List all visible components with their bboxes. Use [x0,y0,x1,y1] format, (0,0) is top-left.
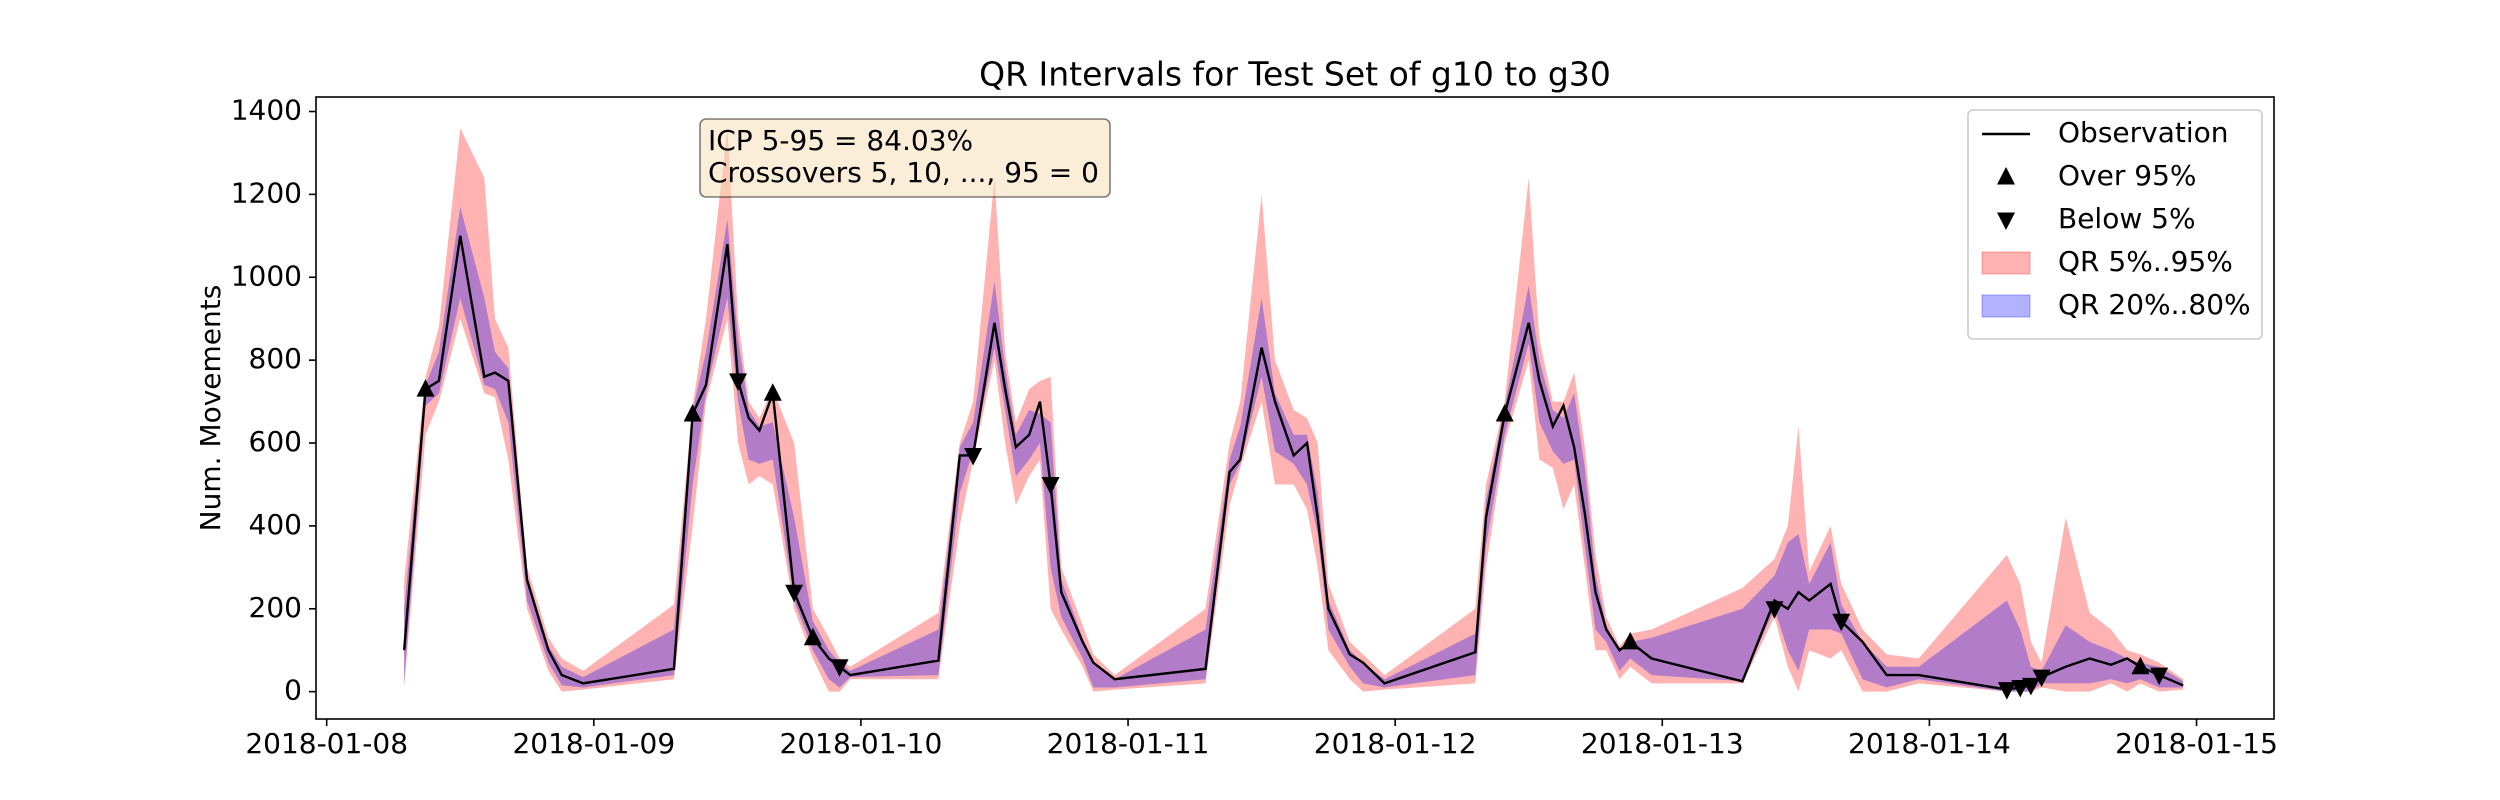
y-axis-label: Num. Movements [194,285,227,532]
marker-point [2131,656,2150,675]
y-tick-label: 200 [249,591,302,624]
marker-point [1832,613,1851,632]
marker-point [1495,404,1514,422]
legend-label: QR 20%..80% [2058,288,2251,321]
legend-swatch [1981,251,2031,275]
legend-marker [1997,167,2015,185]
marker-point [416,379,435,397]
marker-point [729,373,748,391]
marker-point [2011,680,2030,698]
marker-point [2032,669,2051,688]
legend-label: QR 5%..95% [2058,245,2233,278]
legend-marker [1997,212,2015,230]
marker-point [1621,631,1640,650]
annotation-text: Crossovers 5, 10, ..., 95 = 0 [708,156,1099,189]
axes-frame [315,96,2275,720]
y-tick-label: 0 [284,674,302,707]
x-tick-label: 2018-01-10 [780,727,943,760]
x-tick-label: 2018-01-12 [1314,727,1477,760]
legend-swatch [1981,294,2031,318]
marker-point [2021,677,2040,696]
x-tick-label: 2018-01-13 [1581,727,1744,760]
y-tick-label: 600 [249,425,302,458]
y-tick-label: 1400 [231,94,302,127]
y-tick-label: 1000 [231,259,302,292]
band-area [404,206,2184,692]
y-tick-label: 1200 [231,176,302,209]
x-tick-label: 2018-01-08 [245,727,408,760]
legend-label: Observation [2058,116,2229,149]
x-tick-label: 2018-01-11 [1047,727,1210,760]
marker-point [803,627,822,646]
observation-line [402,235,2184,691]
marker-point [964,447,983,466]
x-tick-label: 2018-01-15 [2115,727,2278,760]
marker-point [830,659,849,677]
legend-label: Below 5% [2058,202,2196,235]
marker-point [763,383,782,401]
legend-label: Over 95% [2058,159,2196,192]
legend-box [1967,109,2263,340]
y-tick-label: 400 [249,508,302,541]
chart-title: QR Intervals for Test Set of g10 to g30 [979,55,1611,94]
marker-point [785,584,804,603]
marker-point [2150,667,2169,686]
y-tick-label: 800 [249,342,302,375]
marker-point [1041,476,1060,495]
annotation-box [699,118,1111,198]
marker-point [1997,682,2016,700]
x-tick-label: 2018-01-09 [512,727,675,760]
x-tick-label: 2018-01-14 [1848,727,2011,760]
marker-point [683,404,702,422]
band-area [404,128,2184,692]
annotation-text: ICP 5-95 = 84.03% [708,124,973,157]
marker-point [1765,601,1784,619]
